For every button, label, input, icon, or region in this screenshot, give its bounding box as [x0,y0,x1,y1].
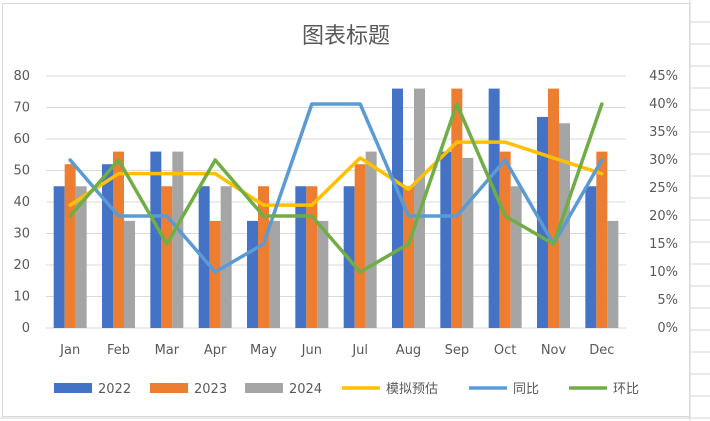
legend-label-同比: 同比 [513,382,539,397]
category-label: Jul [351,343,368,358]
legend[interactable]: 2022 2023 2024 模拟预估 同比 环比 [54,382,639,397]
line-环比 [68,102,604,274]
left-axis-tick: 20 [13,258,30,273]
left-axis-tick: 60 [13,132,30,147]
bar-2024 [75,186,87,328]
bar-2022 [247,220,258,328]
bar-2024 [220,186,232,328]
bar-2022 [585,186,597,328]
bar-2022 [295,186,307,328]
legend-label-环比: 环比 [613,382,639,397]
category-label: Sep [445,343,470,358]
right-axis-tick: 45% [649,69,678,84]
bar-2023 [451,88,463,328]
right-axis: 0% 5% 10% 15% 20% 25% 30% 35% 40% 45% [649,69,678,336]
line-同比 [68,102,604,274]
bar-2023 [548,88,559,328]
bar-2022 [440,151,452,328]
bar-2023 [258,186,269,328]
right-axis-tick: 25% [649,181,678,196]
line-模拟预估 [68,140,604,207]
bar-2023 [161,186,173,328]
category-label: Apr [204,343,227,358]
legend-label-2023: 2023 [194,382,227,397]
right-axis-tick: 5% [657,293,678,308]
bar-2024 [317,220,329,328]
legend-swatch-2024 [245,383,283,393]
chart-title[interactable]: 图表标题 [302,24,390,49]
right-axis-tick: 0% [657,321,678,336]
bar-2023 [306,186,318,328]
category-axis: Jan Feb Mar Apr May Jun Jul Aug Sep Oct Nov Dec [59,343,614,358]
category-label: Dec [589,343,614,358]
bar-2024 [172,151,184,328]
bar-2023 [354,164,366,328]
bar-2024 [607,220,619,328]
bar-2024 [510,186,522,328]
left-axis-tick: 80 [13,69,30,84]
bar-2023 [596,151,608,328]
left-axis-tick: 30 [13,227,30,242]
bar-2024 [462,157,474,328]
legend-label-2024: 2024 [289,382,322,397]
category-label: Oct [494,343,516,358]
bar-2023 [209,220,221,328]
bar-2024 [269,220,280,328]
legend-label-模拟预估: 模拟预估 [386,382,438,397]
bar-2022 [102,164,113,328]
right-axis-tick: 40% [649,97,678,112]
category-label: Feb [107,343,130,358]
category-label: Jun [301,343,322,358]
left-axis-tick: 50 [13,164,30,179]
category-label: Aug [396,343,421,358]
bar-2023 [499,151,511,328]
category-label: Nov [541,343,567,358]
right-axis-tick: 10% [649,265,678,280]
right-axis-tick: 35% [649,125,678,140]
left-axis: 0 10 20 30 40 50 60 70 80 [13,69,30,336]
line-layer [68,102,604,274]
left-axis-tick: 40 [13,195,30,210]
legend-label-2022: 2022 [98,382,131,397]
legend-swatch-2022 [54,383,92,393]
right-axis-tick: 30% [649,153,678,168]
legend-swatch-2023 [150,383,188,393]
bar-2024 [365,151,377,328]
gridlines [46,75,626,329]
bar-2022 [53,186,65,328]
bar-2022 [488,88,500,328]
bar-2023 [403,186,414,328]
bar-2022 [150,151,162,328]
bar-2023 [113,151,124,328]
bar-2023 [64,164,76,328]
category-label: Jan [59,343,80,358]
category-label: May [250,343,277,358]
right-axis-tick: 15% [649,237,678,252]
category-label: Mar [155,343,180,358]
bar-2024 [124,220,135,328]
left-axis-tick: 0 [22,321,30,336]
right-axis-tick: 20% [649,209,678,224]
left-axis-tick: 10 [13,290,30,305]
bar-2022 [392,88,403,328]
left-axis-tick: 70 [13,101,30,116]
